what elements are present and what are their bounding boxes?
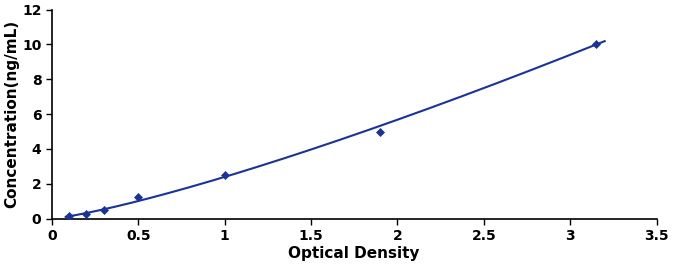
X-axis label: Optical Density: Optical Density (289, 246, 420, 261)
Y-axis label: Concentration(ng/mL): Concentration(ng/mL) (4, 20, 19, 208)
